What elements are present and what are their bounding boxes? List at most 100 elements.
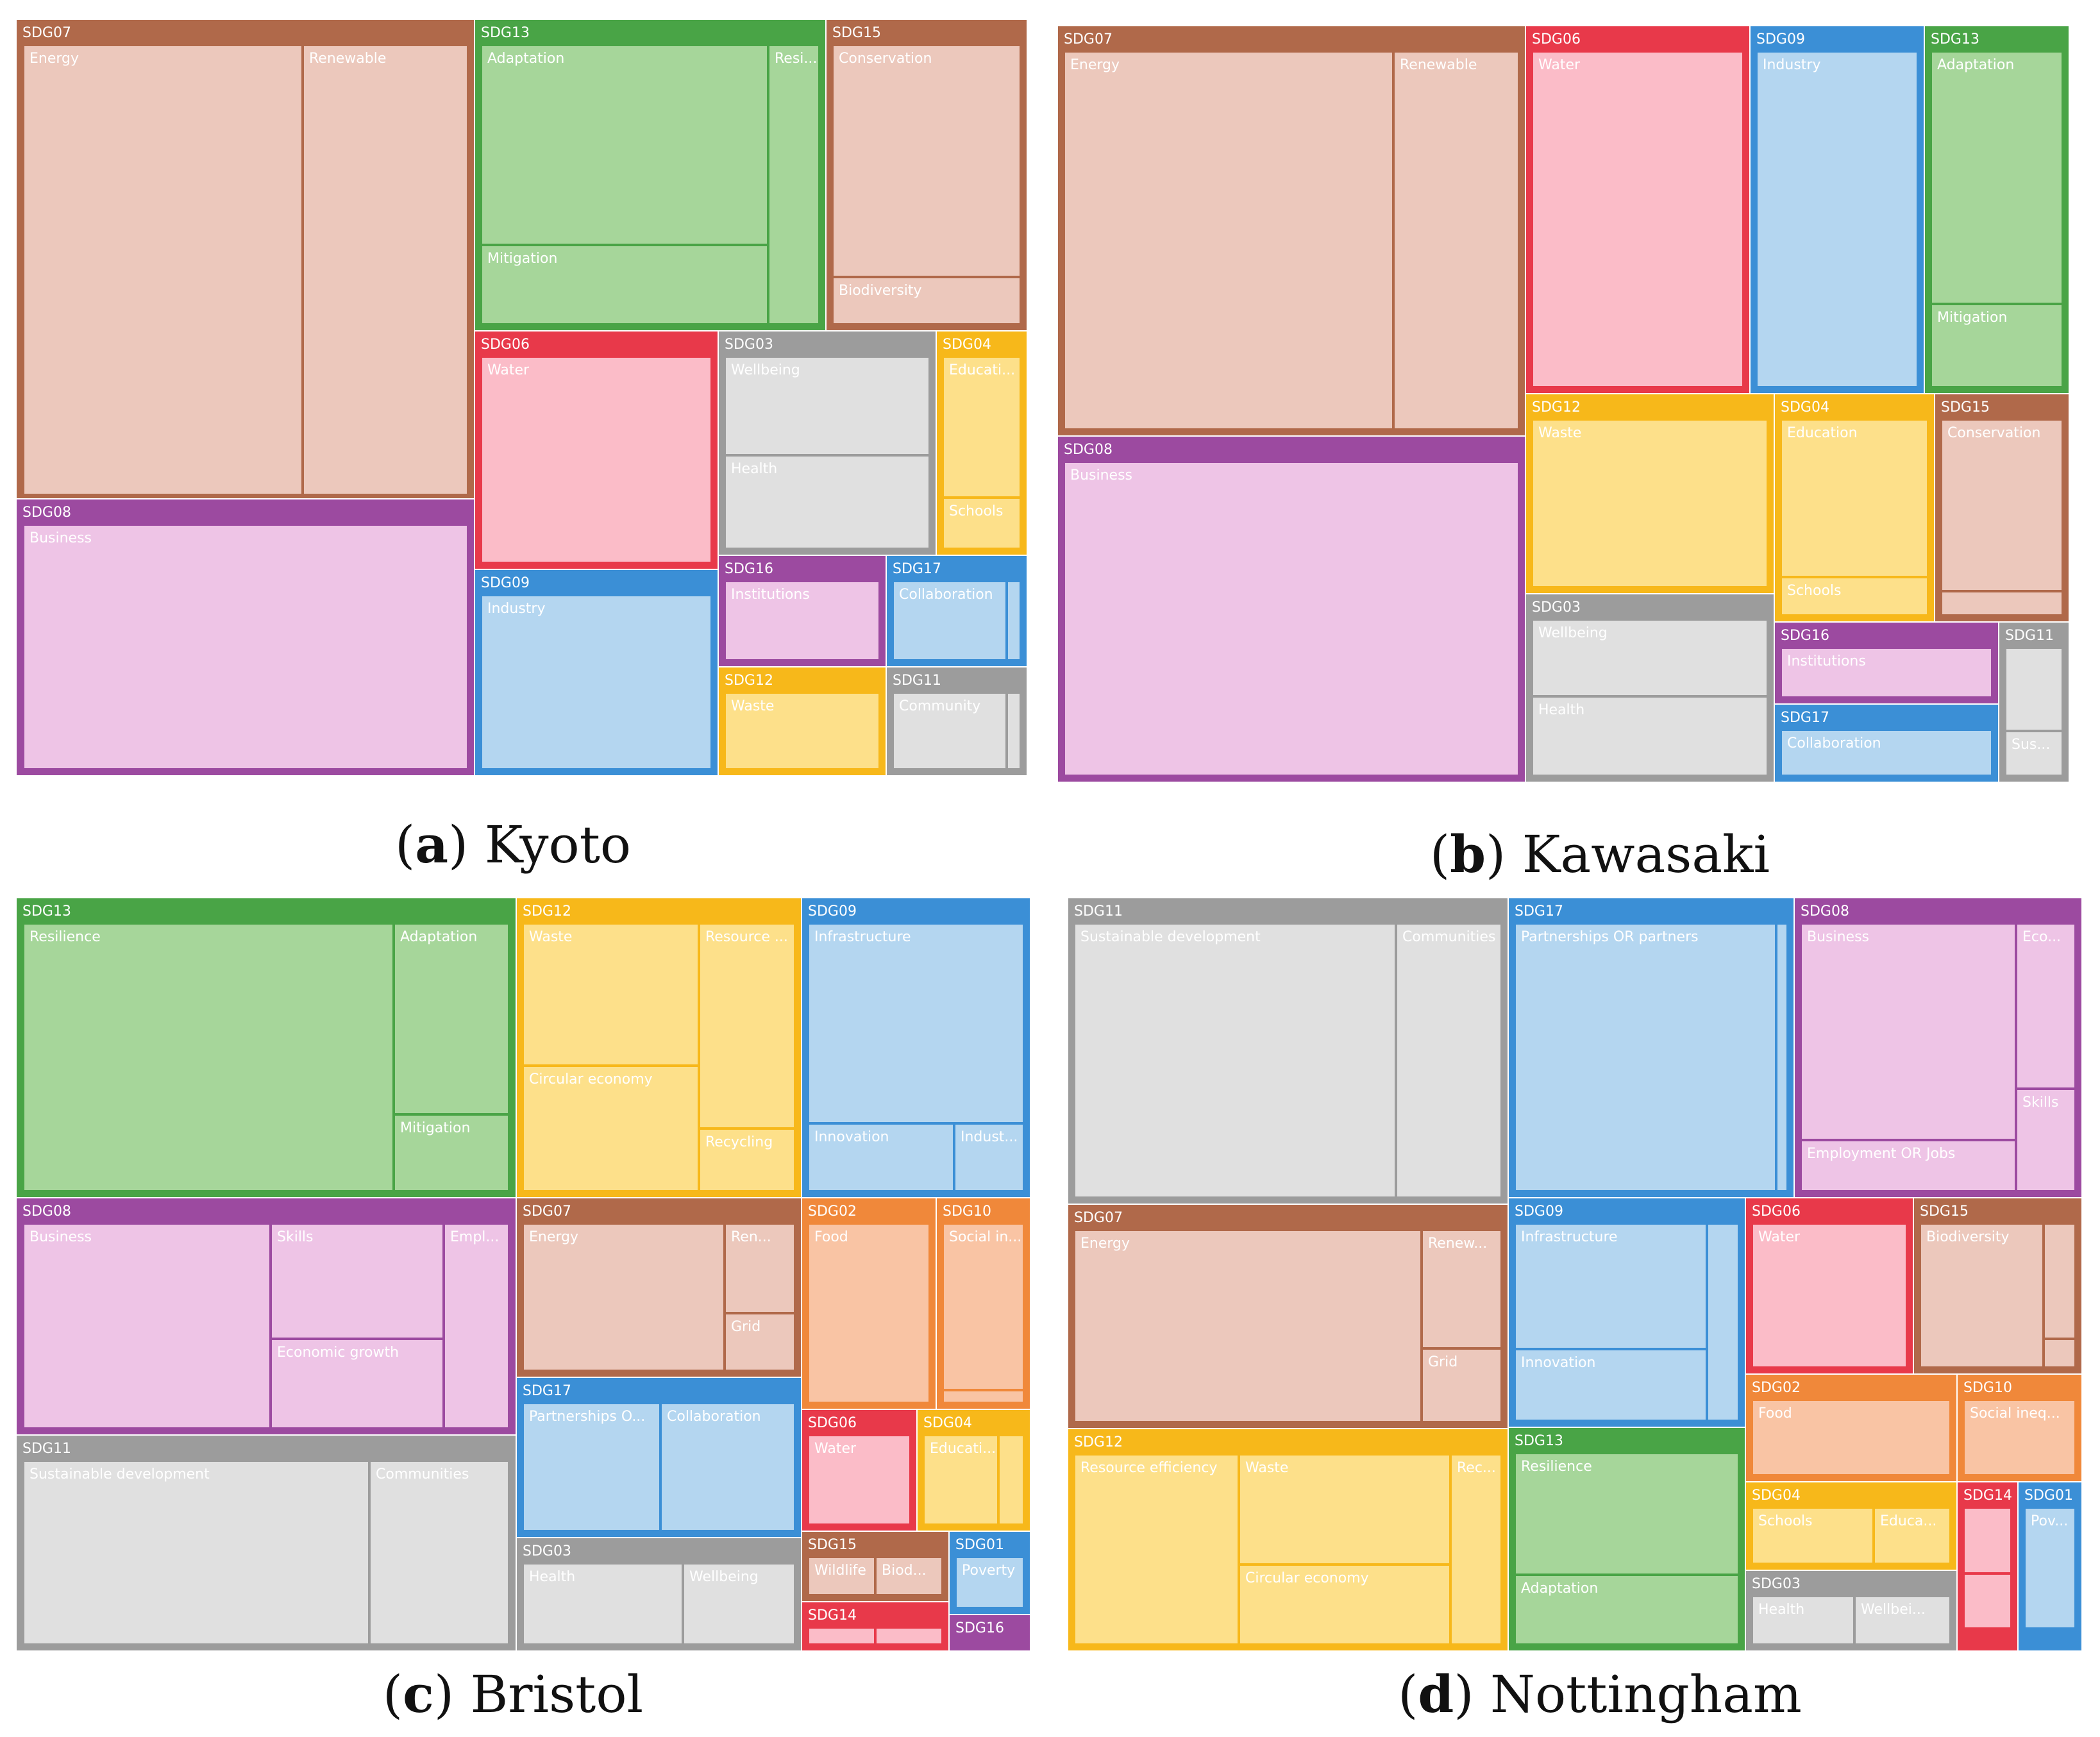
group-header-label: SDG16: [955, 1620, 1004, 1636]
leaf-rect: [1962, 1398, 2077, 1477]
leaf-label: Resi...: [775, 51, 817, 67]
leaf-rect: [1005, 580, 1022, 662]
leaf-label: Sustainable development: [29, 1466, 210, 1482]
leaf-label: Collaboration: [667, 1409, 761, 1425]
leaf-label: Renew...: [1428, 1236, 1487, 1252]
group-header-label: SDG01: [2024, 1488, 2073, 1504]
leaf-rect: [1513, 922, 1777, 1193]
leaf-label: Health: [529, 1569, 575, 1585]
treemap-group-sdg09: SDG09 Infrastructure Innovation: [1508, 1197, 1746, 1428]
leaf-rect: [1238, 1453, 1452, 1566]
leaf-rect: [22, 922, 395, 1193]
group-header-label: SDG17: [893, 561, 941, 577]
caption-open-paren: (: [395, 815, 415, 875]
leaf-rect: [1420, 1347, 1503, 1423]
group-header-label: SDG03: [1532, 600, 1581, 616]
leaf-rect: [1751, 1506, 1875, 1565]
leaf-rect: [1531, 50, 1745, 389]
treemap-group-sdg11: SDG11 Sustainable development Communities: [1067, 897, 1509, 1205]
treemap-group-sdg15: SDG15 Conservation Biodiversity: [825, 19, 1028, 331]
leaf-rect: [1940, 590, 2064, 617]
group-header-label: SDG16: [1781, 628, 1829, 644]
leaf-rect: [442, 1222, 510, 1430]
leaf-rect: [521, 1402, 662, 1532]
leaf-rect: [723, 691, 881, 771]
group-header-label: SDG10: [943, 1204, 991, 1220]
group-header-label: SDG15: [1941, 399, 1990, 415]
caption-open-paren: (: [383, 1665, 403, 1724]
leaf-label: Social in...: [949, 1229, 1021, 1245]
treemap-group-sdg17: SDG17 Partnerships OR partners: [1508, 897, 1795, 1198]
treemap-group-sdg04: SDG04 Educati... Schools: [936, 330, 1028, 556]
leaf-label: Circular economy: [529, 1071, 653, 1087]
leaf-rect: [22, 44, 304, 496]
panel-caption: (a) Kyoto: [395, 814, 631, 875]
leaf-label: Industry: [1763, 57, 1821, 73]
leaf-label: Infrastructure: [814, 929, 911, 945]
leaf-label: Educati...: [930, 1441, 996, 1457]
leaf-rect: [480, 355, 713, 564]
leaf-label: Biod...: [882, 1563, 927, 1579]
group-header-label: SDG03: [1752, 1576, 1801, 1592]
treemap-group-sdg07: SDG07 Energy Renew... Grid: [1067, 1204, 1509, 1429]
leaf-rect: [22, 523, 469, 771]
group-header-label: SDG15: [832, 25, 881, 41]
leaf-rect: [807, 1122, 955, 1193]
leaf-label: Infrastructure: [1521, 1229, 1618, 1245]
leaf-rect: [723, 1222, 796, 1314]
leaf-rect: [941, 1222, 1025, 1391]
treemap-group-sdg10: SDG10 Social in...: [936, 1197, 1031, 1410]
caption-close-paren: ): [1454, 1665, 1490, 1724]
treemap-group-sdg08: SDG08 Business: [15, 498, 475, 776]
leaf-label: Health: [1758, 1602, 1804, 1618]
group-header-label: SDG13: [1931, 31, 1979, 47]
leaf-label: Social ineq...: [1970, 1406, 2060, 1422]
group-header-label: SDG09: [1515, 1204, 1563, 1220]
treemap-group-sdg15: SDG15 Conservation: [1934, 393, 2070, 623]
group-header-label: SDG04: [1752, 1488, 1801, 1504]
leaf-label: Employment OR Jobs: [1807, 1146, 1955, 1162]
leaf-rect: [874, 1626, 944, 1646]
leaf-rect: [723, 454, 931, 550]
treemap-group-sdg08: SDG08 Business Skills Economic growth Empl..…: [15, 1197, 517, 1436]
treemap-group-sdg16: SDG16: [948, 1614, 1031, 1652]
leaf-rect: [22, 1459, 371, 1646]
leaf-label: Ren...: [731, 1229, 771, 1245]
treemap-group-sdg07: SDG07 Energy Ren... Grid: [516, 1197, 802, 1378]
group-header-label: SDG12: [1074, 1434, 1123, 1450]
leaf-rect: [1779, 576, 1929, 617]
leaf-rect: [521, 922, 700, 1067]
leaf-rect: [1853, 1595, 1952, 1646]
leaf-rect: [1513, 1452, 1740, 1576]
leaf-label: Innovation: [814, 1129, 889, 1145]
leaf-rect: [954, 1556, 1025, 1609]
treemap-group-sdg16: SDG16 Institutions: [718, 555, 887, 667]
leaf-label: Renewable: [309, 51, 386, 67]
leaf-label: Partnerships OR partners: [1521, 929, 1699, 945]
leaf-rect: [1779, 418, 1929, 578]
panel-caption: (b) Kawasaki: [1430, 824, 1770, 884]
leaf-rect: [521, 1562, 684, 1646]
group-header-label: SDG09: [1756, 31, 1805, 47]
leaf-rect: [1420, 1229, 1503, 1350]
treemap-panel-c: SDG13 Resilience Adaptation Mitigation SDG12…: [15, 897, 1031, 1724]
leaf-label: Water: [487, 362, 530, 378]
group-header-label: SDG15: [808, 1537, 857, 1553]
leaf-label: Rec...: [1457, 1460, 1496, 1476]
treemap-group-sdg06: SDG06 Water: [1745, 1197, 1914, 1375]
leaf-rect: [480, 594, 713, 771]
leaf-rect: [2015, 922, 2077, 1090]
leaf-rect: [891, 580, 1008, 662]
treemap-group-sdg01: SDG01 Poverty: [948, 1531, 1031, 1615]
treemap-group-sdg11: SDG11 Sus...: [1998, 621, 2070, 783]
treemap-panel-a: SDG07 Energy Renewable SDG08 Business SDG13 Ad…: [15, 19, 1028, 875]
leaf-label: Communities: [376, 1466, 469, 1482]
leaf-label: Education: [1787, 425, 1858, 441]
leaf-rect: [1073, 1453, 1240, 1646]
group-header-label: SDG17: [1515, 903, 1563, 919]
treemap-group-sdg03: SDG03 Health Wellbei...: [1745, 1570, 1958, 1652]
leaf-rect: [953, 1122, 1025, 1193]
leaf-label: Community: [899, 698, 980, 714]
leaf-rect: [1919, 1222, 2045, 1369]
